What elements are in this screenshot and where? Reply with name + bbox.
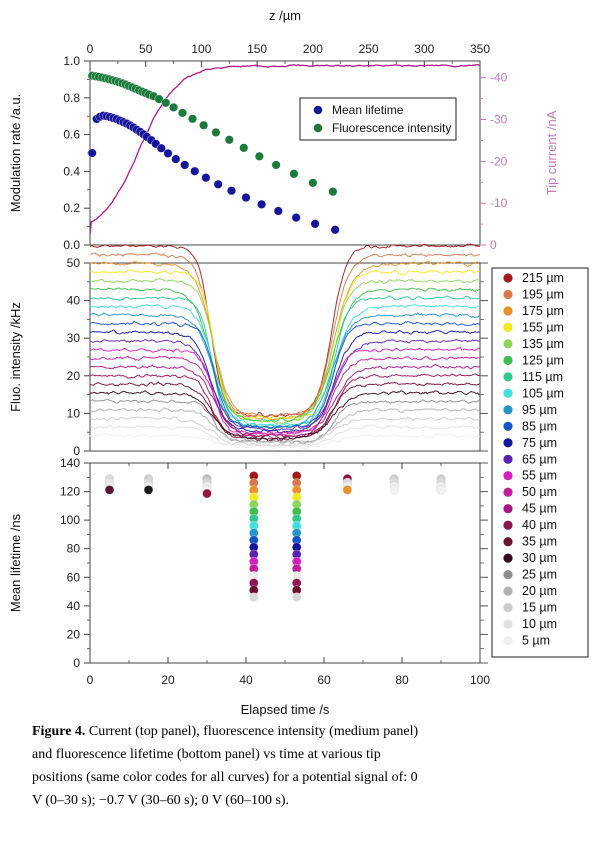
svg-text:0: 0 <box>73 656 80 670</box>
svg-text:80: 80 <box>395 673 409 687</box>
svg-text:135 µm: 135 µm <box>522 337 564 351</box>
svg-text:195 µm: 195 µm <box>522 288 564 302</box>
svg-text:1.0: 1.0 <box>63 54 80 68</box>
svg-text:Tip current /nA: Tip current /nA <box>544 110 559 195</box>
svg-text:Fluorescence intensity: Fluorescence intensity <box>332 121 451 135</box>
svg-text:45 µm: 45 µm <box>522 502 557 516</box>
svg-text:175 µm: 175 µm <box>522 304 564 318</box>
svg-text:-30: -30 <box>490 113 508 127</box>
svg-text:30: 30 <box>67 331 81 345</box>
svg-text:40: 40 <box>67 599 81 613</box>
svg-text:Elapsed time /s: Elapsed time /s <box>241 702 330 717</box>
svg-text:5 µm: 5 µm <box>522 634 550 648</box>
svg-text:z /µm: z /µm <box>269 8 301 23</box>
svg-text:215 µm: 215 µm <box>522 271 564 285</box>
svg-text:10 µm: 10 µm <box>522 617 557 631</box>
svg-text:Mean lifetime: Mean lifetime <box>332 103 404 117</box>
svg-text:150: 150 <box>247 42 267 56</box>
svg-text:35 µm: 35 µm <box>522 535 557 549</box>
svg-text:75 µm: 75 µm <box>522 436 557 450</box>
svg-text:10: 10 <box>67 406 81 420</box>
svg-text:0.4: 0.4 <box>63 164 80 178</box>
svg-text:300: 300 <box>414 42 434 56</box>
svg-text:20: 20 <box>161 673 175 687</box>
svg-text:20 µm: 20 µm <box>522 584 557 598</box>
svg-text:0.0: 0.0 <box>63 238 80 252</box>
svg-text:120: 120 <box>60 485 80 499</box>
svg-text:40: 40 <box>67 294 81 308</box>
svg-text:100: 100 <box>191 42 211 56</box>
svg-text:Fluo. intensity /kHz: Fluo. intensity /kHz <box>8 302 23 412</box>
svg-text:20: 20 <box>67 627 81 641</box>
svg-text:-40: -40 <box>490 71 508 85</box>
svg-text:85 µm: 85 µm <box>522 419 557 433</box>
svg-text:30 µm: 30 µm <box>522 551 557 565</box>
svg-text:100: 100 <box>470 673 490 687</box>
svg-text:-10: -10 <box>490 196 508 210</box>
svg-text:55 µm: 55 µm <box>522 469 557 483</box>
svg-text:-20: -20 <box>490 154 508 168</box>
svg-text:250: 250 <box>359 42 379 56</box>
svg-text:0: 0 <box>87 42 94 56</box>
svg-text:65 µm: 65 µm <box>522 452 557 466</box>
svg-text:Mean lifetime /ns: Mean lifetime /ns <box>8 513 23 612</box>
svg-text:15 µm: 15 µm <box>522 601 557 615</box>
svg-text:140: 140 <box>60 456 80 470</box>
svg-text:0.8: 0.8 <box>63 91 80 105</box>
svg-text:155 µm: 155 µm <box>522 320 564 334</box>
svg-text:Modulation rate /a.u.: Modulation rate /a.u. <box>8 94 23 213</box>
svg-text:40: 40 <box>239 673 253 687</box>
svg-text:115 µm: 115 µm <box>522 370 563 384</box>
svg-text:200: 200 <box>303 42 323 56</box>
svg-text:50 µm: 50 µm <box>522 485 557 499</box>
svg-text:95 µm: 95 µm <box>522 403 557 417</box>
svg-text:350: 350 <box>470 42 490 56</box>
svg-text:positions (same color codes fo: positions (same color codes for all curv… <box>32 770 418 785</box>
svg-text:0: 0 <box>87 673 94 687</box>
svg-text:80: 80 <box>67 542 81 556</box>
svg-text:105 µm: 105 µm <box>522 386 564 400</box>
svg-text:20: 20 <box>67 369 81 383</box>
svg-text:0: 0 <box>490 238 497 252</box>
svg-text:40 µm: 40 µm <box>522 518 557 532</box>
svg-text:100: 100 <box>60 513 80 527</box>
svg-text:125 µm: 125 µm <box>522 353 564 367</box>
svg-text:60: 60 <box>317 673 331 687</box>
svg-text:50: 50 <box>139 42 153 56</box>
svg-text:50: 50 <box>67 256 81 270</box>
svg-text:0.2: 0.2 <box>63 201 80 215</box>
svg-text:25 µm: 25 µm <box>522 568 557 582</box>
svg-text:V (0–30 s); −0.7 V (30–60 s);: V (0–30 s); −0.7 V (30–60 s); 0 V (60–10… <box>32 793 289 808</box>
svg-text:Figure 4. Current (top panel),: Figure 4. Current (top panel), fluoresce… <box>32 724 419 739</box>
svg-text:60: 60 <box>67 570 81 584</box>
svg-text:and fluorescence lifetime (bot: and fluorescence lifetime (bottom panel)… <box>32 747 381 762</box>
svg-text:0.6: 0.6 <box>63 128 80 142</box>
